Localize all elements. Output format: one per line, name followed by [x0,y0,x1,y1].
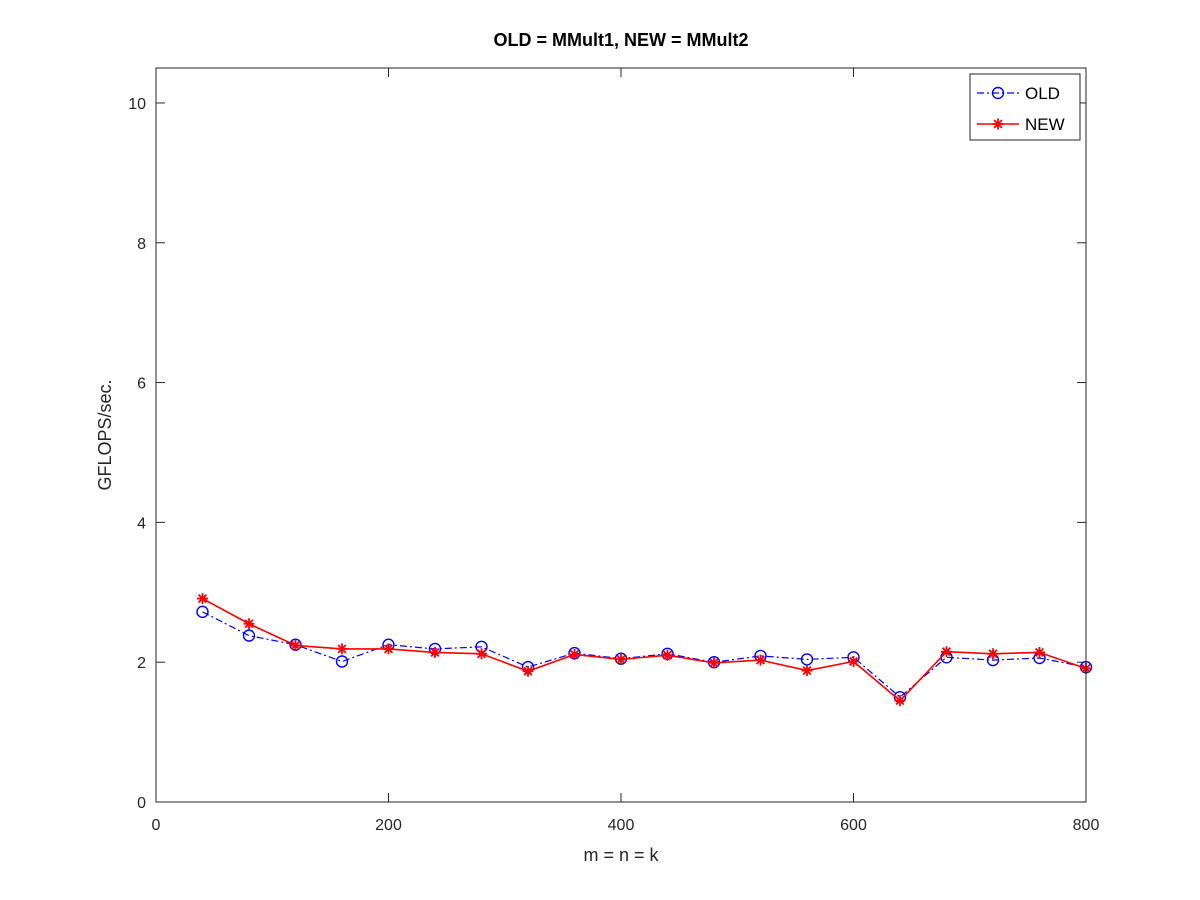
data-point-new [476,648,487,660]
x-axis-label: m = n = k [583,845,659,865]
legend-label-old: OLD [1025,84,1060,103]
data-point-new [755,654,766,666]
legend-item-new: NEW [977,115,1065,134]
x-tick-label: 600 [840,817,867,834]
data-point-old [800,653,814,666]
data-point-new [569,649,580,661]
data-point-new [1034,646,1045,658]
y-tick-label: 4 [137,515,146,532]
data-point-new [987,648,999,660]
y-tick-label: 6 [137,376,146,393]
plot-frame [155,67,1087,803]
data-point-new [848,655,859,667]
chart-title: OLD = MMult1, NEW = MMult2 [494,30,749,50]
legend-marker-new [992,118,1004,130]
data-point-new [383,643,394,655]
data-point-new [941,646,952,658]
series-layer [196,593,1093,707]
data-point-new [662,649,673,661]
data-point-new [708,657,720,669]
y-tick-label: 10 [128,96,146,113]
series-line-old [202,611,1087,698]
legend-label-new: NEW [1025,115,1065,134]
data-point-new [336,643,348,655]
data-point-new [243,618,255,630]
legend-items: OLD NEW [977,84,1065,134]
legend: OLD NEW [969,73,1081,141]
x-tick-label: 800 [1073,817,1100,834]
data-point-new [615,653,627,665]
data-point-old [242,629,256,642]
legend-box [969,73,1081,141]
y-tick-label: 2 [137,655,146,672]
data-point-new [522,665,534,677]
y-tick-label: 0 [137,795,146,812]
data-point-new [801,665,813,677]
x-tick-label: 200 [375,817,402,834]
x-tick-label: 400 [608,817,635,834]
data-point-new [290,639,301,651]
y-axis-label: GFLOPS/sec. [95,379,115,490]
y-tick-label: 8 [137,236,146,253]
series-line-new [202,597,1087,702]
data-point-new [894,695,906,707]
plot-area [156,68,1086,802]
data-point-new [197,593,208,605]
ticks-layer: 0 200 400 600 800 0 2 4 6 8 10 [128,68,1099,834]
data-point-old [196,605,209,619]
series-new [197,593,1092,707]
data-point-old [335,655,349,668]
legend-marker-old [991,86,1005,100]
legend-item-old: OLD [977,84,1060,103]
data-point-new [429,646,441,658]
x-tick-label: 0 [152,817,161,834]
